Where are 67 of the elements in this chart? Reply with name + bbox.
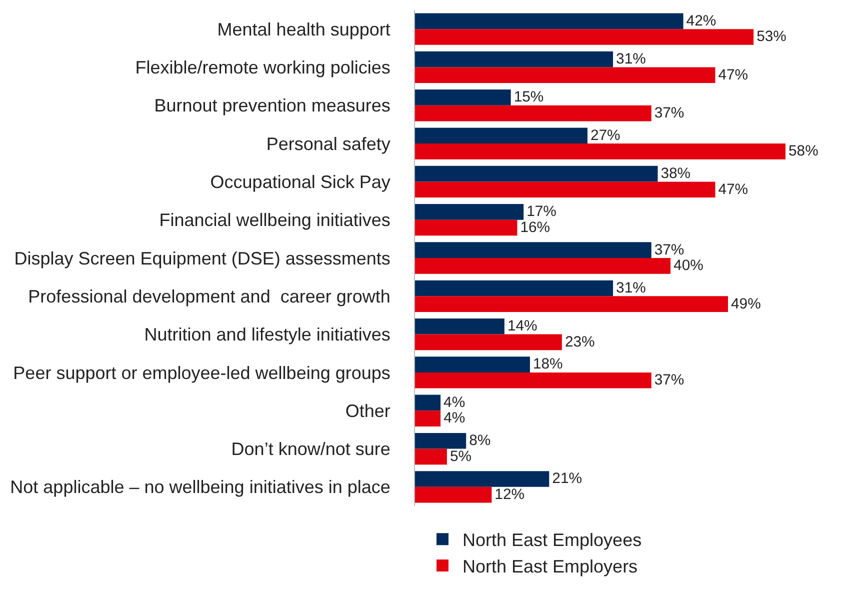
y-tick-label: Burnout prevention measures: [154, 96, 390, 116]
data-label: 4%: [444, 410, 466, 427]
bar: [415, 471, 550, 487]
data-label: 17%: [526, 204, 556, 220]
data-label: 42%: [686, 13, 716, 30]
bar: [415, 296, 728, 312]
y-tick-label: Peer support or employee-led wellbeing groups: [13, 362, 390, 383]
data-label: 14%: [507, 318, 538, 335]
data-label: 40%: [674, 258, 704, 274]
data-label: 21%: [552, 471, 582, 488]
bar: [415, 356, 530, 372]
y-tick-label: Other: [345, 400, 390, 421]
bar: [415, 204, 524, 220]
data-label: 18%: [533, 356, 563, 373]
bar: [415, 486, 492, 503]
y-tick-label: Occupational Sick Pay: [210, 172, 390, 192]
data-label: 23%: [564, 334, 595, 350]
bar: [415, 318, 504, 334]
data-label: 12%: [494, 487, 524, 504]
data-label: 31%: [616, 52, 646, 68]
data-label: 4%: [444, 394, 466, 411]
legend-label: North East Employees: [462, 530, 642, 550]
bar: [415, 372, 652, 388]
data-label: 49%: [731, 296, 761, 312]
data-label: 53%: [756, 29, 786, 46]
bar: [415, 166, 658, 182]
bar: [415, 280, 614, 296]
data-label: 37%: [654, 372, 684, 389]
data-label: 58%: [788, 144, 818, 160]
bar: [415, 242, 652, 258]
y-tick-label: Display Screen Equipment (DSE) assessments: [14, 248, 390, 268]
bar: [415, 67, 716, 84]
bar: [415, 334, 562, 350]
y-tick-label: Financial wellbeing initiatives: [159, 210, 390, 230]
data-label: 27%: [590, 128, 620, 144]
bar: [415, 90, 511, 106]
data-label: 8%: [469, 433, 491, 450]
legend-label: North East Employers: [462, 556, 638, 576]
data-label: 15%: [514, 90, 544, 106]
bar: [415, 394, 441, 411]
y-tick-label: Don’t know/not sure: [231, 439, 390, 460]
bar: [415, 128, 588, 144]
bar: [415, 105, 652, 122]
bar: [415, 220, 518, 236]
data-label: 5%: [450, 448, 472, 465]
bar: [415, 13, 684, 30]
data-label: 37%: [654, 242, 684, 258]
data-label: 16%: [520, 220, 550, 236]
y-tick-label: Nutrition and lifestyle initiatives: [144, 324, 390, 345]
bar: [415, 51, 614, 68]
bar: [415, 432, 466, 449]
data-label: 38%: [660, 166, 691, 182]
bar: [415, 144, 786, 160]
data-label: 47%: [718, 182, 748, 198]
y-tick-label: Professional development and career growth: [28, 286, 390, 306]
y-tick-label: Personal safety: [266, 134, 390, 154]
bar: [415, 448, 447, 465]
data-label: 37%: [654, 105, 684, 122]
bar: [415, 258, 671, 274]
data-label: 31%: [616, 280, 646, 296]
y-tick-label: Not applicable – no wellbeing initiatives in place: [10, 477, 390, 498]
y-tick-label: Flexible/remote working policies: [135, 58, 390, 78]
data-label: 47%: [718, 67, 748, 84]
bar: [415, 410, 441, 426]
y-tick-label: Mental health support: [217, 19, 390, 40]
bar: [415, 29, 754, 45]
bar: [415, 182, 716, 198]
